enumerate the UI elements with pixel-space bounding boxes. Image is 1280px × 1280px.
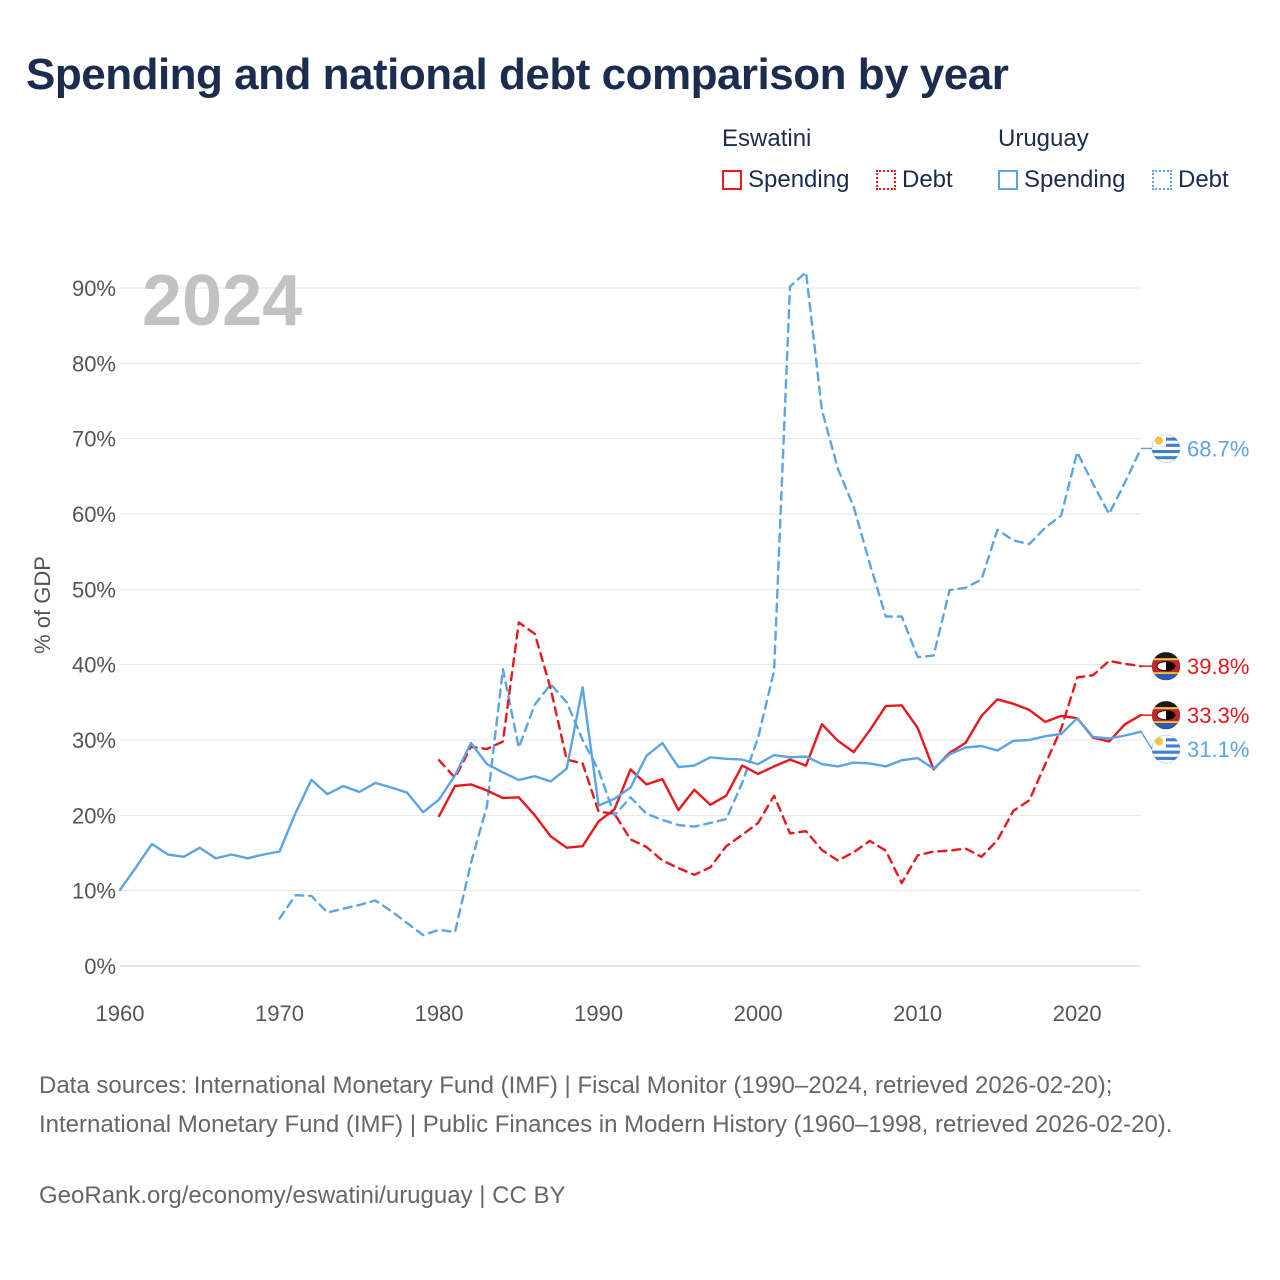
legend-item-eswatini-debt[interactable]: Debt xyxy=(876,166,953,194)
line-chart: 0% 10% 20% 30% 40% 50% 60% 70% 80% 90% 1960 1970 198… xyxy=(30,261,1249,1026)
end-marker-uruguay-spending: 31.1% xyxy=(1140,731,1249,764)
legend-swatch xyxy=(998,170,1018,190)
x-tick-label: 2010 xyxy=(893,1001,942,1026)
y-tick-label: 10% xyxy=(72,879,116,904)
legend-label: Spending xyxy=(748,166,850,193)
y-tick-label: 50% xyxy=(72,577,116,602)
end-value-label: 33.3% xyxy=(1187,703,1249,728)
legend-swatch xyxy=(876,170,896,190)
y-tick-label: 70% xyxy=(72,427,116,452)
series-line-eswatini-spending xyxy=(437,698,1143,849)
end-connector xyxy=(1140,731,1153,750)
x-tick-label: 2000 xyxy=(734,1001,783,1026)
end-marker-eswatini-spending: 33.3% xyxy=(1141,700,1249,730)
legend-group-eswatini: Eswatini xyxy=(722,125,812,152)
uruguay-flag-icon xyxy=(1152,434,1180,463)
series-line-uruguay-spending xyxy=(118,686,1143,892)
legend-item-uruguay-debt[interactable]: Debt xyxy=(1152,166,1229,194)
series-line-uruguay-debt xyxy=(278,271,1143,937)
y-tick-label: 30% xyxy=(72,728,116,753)
series-line-eswatini-debt xyxy=(437,621,1143,885)
end-value-label: 39.8% xyxy=(1187,654,1249,679)
y-tick-label: 0% xyxy=(84,954,116,979)
end-marker-uruguay-debt: 68.7% xyxy=(1141,433,1249,463)
legend-group-uruguay: Uruguay xyxy=(998,125,1089,152)
y-tick-label: 20% xyxy=(72,803,116,828)
legend-swatch xyxy=(1152,170,1172,190)
end-value-label: 31.1% xyxy=(1187,737,1249,762)
x-tick-label: 2020 xyxy=(1053,1001,1102,1026)
legend-label: Spending xyxy=(1024,166,1126,193)
y-tick-label: 90% xyxy=(72,276,116,301)
uruguay-flag-icon xyxy=(1152,735,1180,764)
x-tick-label: 1960 xyxy=(96,1001,145,1026)
legend-label: Debt xyxy=(902,166,953,193)
legend-label: Debt xyxy=(1178,166,1229,193)
y-tick-label: 40% xyxy=(72,653,116,678)
y-tick-label: 60% xyxy=(72,502,116,527)
legend-swatch xyxy=(722,170,742,190)
x-tick-label: 1970 xyxy=(255,1001,304,1026)
x-tick-label: 1980 xyxy=(415,1001,464,1026)
y-tick-label: 80% xyxy=(72,351,116,376)
data-sources: Data sources: International Monetary Fun… xyxy=(39,1072,1173,1138)
x-tick-label: 1990 xyxy=(574,1001,623,1026)
legend-item-eswatini-spending[interactable]: Spending xyxy=(722,166,849,194)
end-value-label: 68.7% xyxy=(1187,436,1249,461)
legend-item-uruguay-spending[interactable]: Spending xyxy=(998,166,1125,194)
chart-title: Spending and national debt comparison by… xyxy=(26,50,1009,99)
eswatini-flag-icon xyxy=(1152,652,1180,681)
y-axis-label: % of GDP xyxy=(30,556,55,654)
end-marker-eswatini-debt: 39.8% xyxy=(1141,651,1249,681)
credit-link[interactable]: GeoRank.org/economy/eswatini/uruguay | C… xyxy=(39,1182,566,1209)
eswatini-flag-icon xyxy=(1152,701,1180,730)
year-label: 2024 xyxy=(142,261,302,341)
